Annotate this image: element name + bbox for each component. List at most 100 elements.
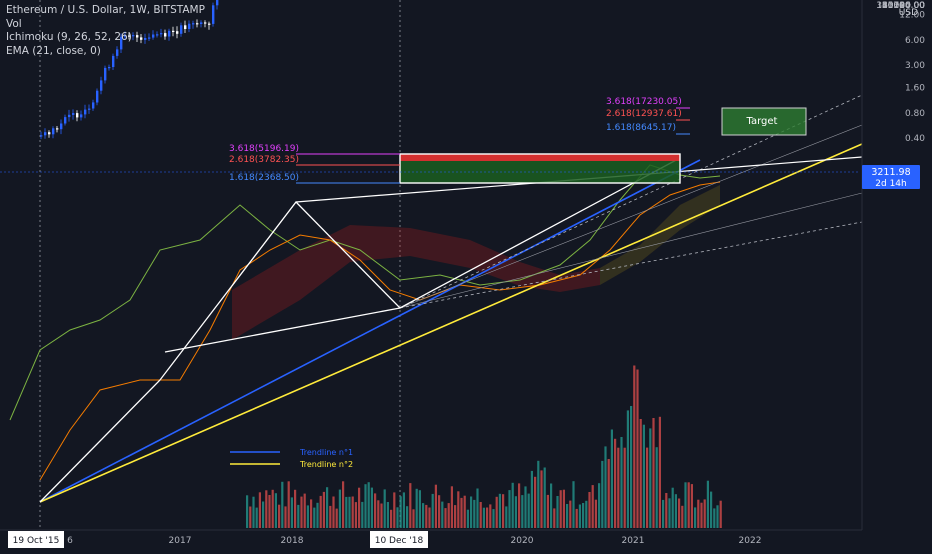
candle — [108, 67, 111, 69]
volume-bar — [639, 419, 642, 528]
candle — [124, 35, 127, 37]
volume-bar — [287, 481, 290, 528]
price-tick-label: 12.00 — [899, 11, 925, 21]
volume-bar — [684, 482, 687, 528]
fib-zone-border — [399, 153, 681, 184]
volume-bar — [668, 498, 671, 528]
target-box — [721, 107, 807, 136]
candle — [208, 23, 211, 25]
price-tick-label: 0.40 — [905, 134, 925, 144]
volume-bar — [281, 481, 284, 528]
volume-bar — [534, 476, 537, 528]
volume-bar — [690, 484, 693, 528]
price-tick-label: 700.00 — [894, 1, 926, 11]
volume-bar — [655, 447, 658, 528]
volume-bar — [658, 416, 661, 528]
volume-bar — [438, 495, 441, 528]
time-tick-label: 2018 — [281, 536, 304, 546]
time-marker-box — [8, 531, 64, 548]
volume-bar — [489, 504, 492, 528]
volume-bar — [630, 406, 633, 528]
volume-bar — [594, 499, 597, 528]
volume-bar — [578, 504, 581, 528]
volume-bar — [306, 505, 309, 528]
candle — [160, 33, 163, 35]
time-tick-label: 2017 — [169, 536, 192, 546]
candle — [64, 117, 67, 124]
volume-bar — [284, 506, 287, 528]
symbol-title[interactable]: Ethereum / U.S. Dollar, 1W, BITSTAMP — [6, 4, 205, 16]
volume-bar — [412, 509, 415, 528]
volume-bar — [418, 490, 421, 528]
candle — [60, 123, 63, 130]
volume-bar — [524, 486, 527, 528]
volume-bar — [290, 497, 293, 528]
candle — [44, 132, 47, 136]
volume-bar — [249, 506, 252, 528]
volume-bar — [486, 507, 489, 528]
price-tick-label: 180.00 — [894, 1, 926, 11]
price-tick-label: 5000.00 — [888, 1, 925, 11]
volume-bar — [444, 508, 447, 528]
time-marker-label: 19 Oct '15 — [13, 536, 60, 546]
volume-bar — [508, 490, 511, 528]
volume-bar — [460, 497, 463, 528]
fib-zone-red — [400, 154, 680, 161]
volume-bar — [671, 487, 674, 528]
ichimoku-cloud — [232, 185, 720, 340]
volume-bar — [662, 499, 665, 528]
candle — [40, 135, 43, 137]
candle — [180, 25, 183, 34]
volume-bar — [473, 499, 476, 528]
volume-bar — [626, 410, 629, 528]
volume-bar — [300, 496, 303, 528]
volume-bar — [313, 507, 316, 528]
candle — [192, 23, 195, 25]
volume-bar — [546, 494, 549, 528]
price-tick-label: 1300.00 — [888, 1, 925, 11]
volume-bar — [441, 501, 444, 528]
volume-bar — [716, 505, 719, 528]
candle — [68, 114, 71, 118]
volume-bar — [633, 365, 636, 528]
volume-bar — [316, 502, 319, 528]
volume-bar — [514, 496, 517, 528]
indicator-vol[interactable]: Vol — [6, 17, 22, 30]
volume-bar — [294, 489, 297, 528]
candle — [48, 132, 51, 135]
indicator-ema[interactable]: EMA (21, close, 0) — [6, 44, 101, 57]
volume-bar — [518, 483, 521, 528]
candle — [100, 80, 103, 91]
volume-bar — [402, 492, 405, 528]
volume-bar — [358, 487, 361, 528]
pattern-inner-line — [231, 201, 297, 287]
volume-bar — [377, 500, 380, 528]
volume-bar — [700, 502, 703, 528]
volume-bar — [335, 508, 338, 528]
fib-left-label: 2.618(3782.35) — [229, 155, 299, 165]
volume-bar — [422, 503, 425, 528]
price-tick-label: 46.00 — [899, 1, 925, 11]
price-tick-label: 20000.00 — [882, 1, 925, 11]
price-tick-label: 90.00 — [899, 1, 925, 11]
volume-bar — [646, 447, 649, 528]
target-label: Target — [746, 116, 778, 127]
volume-bar — [636, 369, 639, 528]
volume-bar — [399, 496, 402, 528]
volume-bar — [393, 492, 396, 528]
volume-bar — [713, 508, 716, 528]
fib-right-label: 3.618(17230.05) — [606, 97, 682, 107]
candle — [112, 55, 115, 67]
indicator-ichimoku[interactable]: Ichimoku (9, 26, 52, 26) — [6, 31, 132, 43]
price-tick-label: 320000.00 — [876, 1, 925, 11]
volume-bar — [255, 507, 258, 528]
volume-bar — [492, 509, 495, 528]
volume-bar — [591, 485, 594, 528]
volume-bar — [694, 507, 697, 528]
candle — [80, 114, 83, 118]
volume-bar — [572, 481, 575, 528]
volume-bar — [396, 507, 399, 528]
pattern-zigzag — [39, 157, 681, 503]
